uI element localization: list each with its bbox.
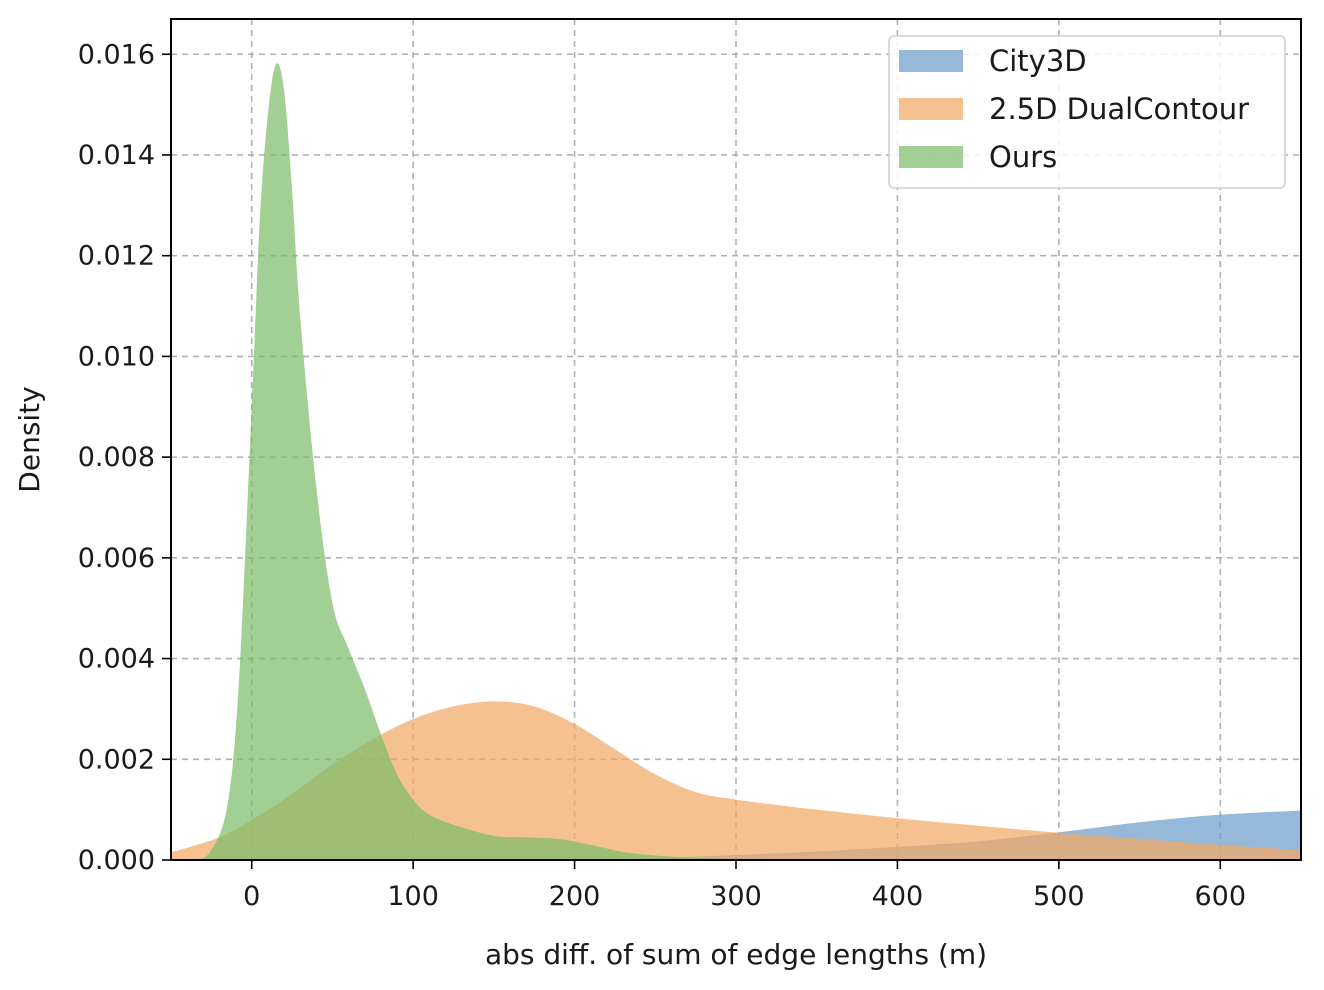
y-tick-label-8: 0.016 (78, 39, 155, 70)
y-tick-label-5: 0.010 (78, 341, 155, 372)
x-tick-label-6: 600 (1195, 881, 1247, 912)
y-tick-label-0: 0.000 (78, 845, 155, 876)
area-2-5d-dualcontour (171, 701, 1301, 860)
legend-swatch-2-5d-dualcontour (899, 98, 963, 120)
legend-label-2-5d-dualcontour: 2.5D DualContour (989, 92, 1249, 126)
x-tick-label-0: 0 (243, 881, 260, 912)
y-tick-label-4: 0.008 (78, 442, 155, 473)
legend-label-ours: Ours (989, 140, 1057, 174)
legend-swatch-ours (899, 146, 963, 168)
y-tick-label-7: 0.014 (78, 140, 155, 171)
legend-swatch-city3d (899, 50, 963, 72)
y-tick-label-2: 0.004 (78, 644, 155, 675)
x-tick-label-2: 200 (549, 881, 601, 912)
area-ours (171, 63, 1301, 860)
legend-label-city3d: City3D (989, 44, 1087, 78)
density-areas (171, 63, 1301, 860)
y-axis-title: Density (13, 386, 46, 492)
legend: City3D 2.5D DualContour Ours (888, 35, 1286, 189)
y-tick-label-3: 0.006 (78, 543, 155, 574)
x-tick-label-1: 100 (387, 881, 439, 912)
axis-ticks: 0 100 200 300 400 500 600 0.000 0.002 0.004 0.006 0… (78, 39, 1246, 912)
x-tick-label-4: 400 (872, 881, 924, 912)
legend-box (888, 35, 1286, 189)
y-tick-label-6: 0.012 (78, 241, 155, 272)
x-axis-title: abs diff. of sum of edge lengths (m) (485, 938, 987, 971)
x-tick-label-3: 300 (710, 881, 762, 912)
x-tick-label-5: 500 (1033, 881, 1085, 912)
y-tick-label-1: 0.002 (78, 744, 155, 775)
